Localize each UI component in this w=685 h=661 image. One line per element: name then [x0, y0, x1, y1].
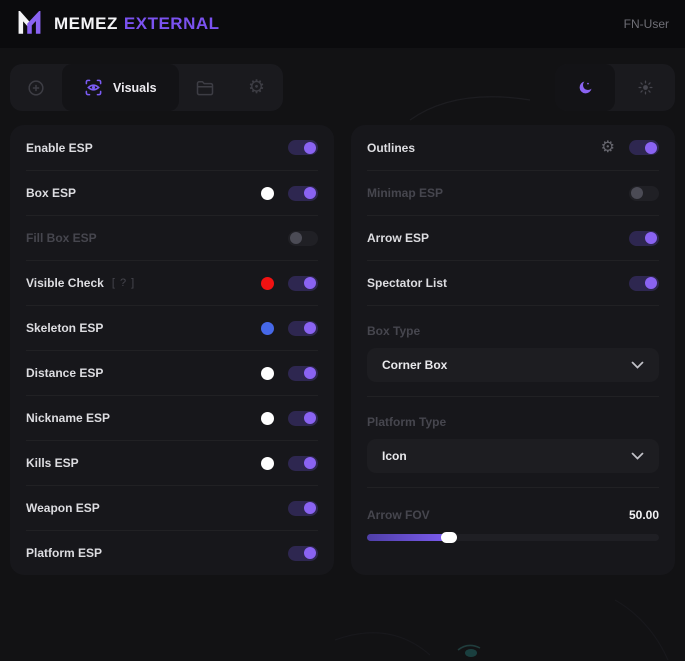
setting-row-fill-box-esp: Fill Box ESP	[26, 215, 318, 260]
tab-settings[interactable]: ⚙	[231, 64, 283, 111]
color-swatch[interactable]	[261, 411, 274, 425]
distance-esp-toggle[interactable]	[288, 365, 318, 381]
brand-title: MEMEZ EXTERNAL	[54, 14, 220, 34]
enable-esp-toggle[interactable]	[288, 140, 318, 155]
platform-type-value: Icon	[382, 449, 407, 463]
tab-configs[interactable]	[179, 64, 231, 111]
setting-row-platform-esp: Platform ESP	[26, 530, 318, 575]
setting-label: Fill Box ESP	[26, 231, 97, 245]
theme-toggle-group	[555, 64, 675, 111]
top-bar: MEMEZ EXTERNAL FN-User	[0, 0, 685, 48]
setting-row-outlines: Outlines ⚙	[367, 125, 659, 170]
outlines-toggle[interactable]	[629, 140, 659, 155]
setting-row-nickname-esp: Nickname ESP	[26, 395, 318, 440]
help-hint: [ ? ]	[111, 277, 136, 289]
setting-label: Skeleton ESP	[26, 321, 104, 335]
arrow-fov-value: 50.00	[628, 508, 659, 522]
setting-label: Kills ESP	[26, 456, 79, 470]
brand-primary: MEMEZ	[54, 14, 118, 33]
setting-row-skeleton-esp: Skeleton ESP	[26, 305, 318, 350]
setting-label: Arrow ESP	[367, 231, 430, 245]
color-swatch[interactable]	[261, 186, 274, 200]
slider-track	[367, 534, 659, 541]
setting-label: Minimap ESP	[367, 186, 444, 200]
username-label: FN-User	[623, 17, 669, 31]
setting-label: Enable ESP	[26, 140, 93, 155]
minimap-esp-toggle[interactable]	[629, 185, 659, 201]
setting-row-weapon-esp: Weapon ESP	[26, 485, 318, 530]
color-swatch[interactable]	[261, 321, 274, 335]
brand-accent: EXTERNAL	[123, 14, 220, 33]
outlines-settings-gear-icon[interactable]: ⚙	[600, 138, 615, 156]
color-swatch[interactable]	[261, 276, 274, 290]
setting-row-arrow-esp: Arrow ESP	[367, 215, 659, 260]
crosshair-icon	[28, 79, 44, 96]
box-type-select[interactable]: Corner Box	[367, 348, 659, 382]
fill-box-esp-toggle[interactable]	[288, 230, 318, 246]
tab-visuals[interactable]: Visuals	[62, 64, 179, 111]
setting-row-visible-check: Visible Check [ ? ]	[26, 260, 318, 305]
setting-label: Nickname ESP	[26, 411, 111, 425]
platform-type-group: Platform Type Icon	[367, 396, 659, 487]
slider-fill	[367, 534, 449, 541]
tab-group: Visuals ⚙	[10, 64, 283, 111]
color-swatch[interactable]	[261, 456, 274, 470]
tab-visuals-label: Visuals	[113, 80, 157, 95]
arrow-fov-group: Arrow FOV 50.00	[367, 487, 659, 557]
setting-row-minimap-esp: Minimap ESP	[367, 170, 659, 215]
sun-icon	[637, 80, 653, 95]
folder-icon	[196, 80, 213, 95]
eye-scan-icon	[85, 79, 102, 96]
platform-type-select[interactable]: Icon	[367, 439, 659, 473]
moon-icon	[579, 81, 592, 94]
chevron-down-icon	[631, 452, 644, 460]
nickname-esp-toggle[interactable]	[288, 410, 318, 426]
arrow-fov-slider[interactable]	[367, 532, 659, 543]
setting-label: Box ESP	[26, 186, 77, 200]
right-settings-panel: Outlines ⚙ Minimap ESP Arrow ESP Spectat…	[351, 125, 675, 575]
brand-logo-icon	[18, 11, 41, 34]
setting-label: Spectator List	[367, 276, 448, 290]
tab-aim[interactable]	[10, 64, 62, 111]
chevron-down-icon	[631, 361, 644, 369]
light-mode-button[interactable]	[615, 64, 675, 111]
platform-esp-toggle[interactable]	[288, 545, 318, 561]
setting-label: Outlines	[367, 140, 416, 155]
setting-row-kills-esp: Kills ESP	[26, 440, 318, 485]
box-type-value: Corner Box	[382, 358, 448, 372]
setting-label: Distance ESP	[26, 366, 104, 380]
spectator-list-toggle[interactable]	[629, 275, 659, 291]
gear-icon: ⚙	[248, 77, 266, 98]
arrow-esp-toggle[interactable]	[629, 230, 659, 246]
setting-row-spectator-list: Spectator List	[367, 260, 659, 305]
box-type-label: Box Type	[367, 324, 421, 338]
weapon-esp-toggle[interactable]	[288, 500, 318, 516]
left-settings-panel: Enable ESP Box ESP Fill Box ESP Visible …	[10, 125, 334, 575]
color-swatch[interactable]	[261, 366, 274, 380]
setting-row-distance-esp: Distance ESP	[26, 350, 318, 395]
box-type-group: Box Type Corner Box	[367, 305, 659, 396]
box-esp-toggle[interactable]	[288, 185, 318, 201]
setting-label: Platform ESP	[26, 546, 103, 560]
visible-check-toggle[interactable]	[288, 275, 318, 291]
setting-row-enable-esp: Enable ESP	[26, 125, 318, 170]
tab-row: Visuals ⚙	[0, 64, 685, 111]
kills-esp-toggle[interactable]	[288, 455, 318, 471]
dark-mode-button[interactable]	[555, 64, 615, 111]
slider-knob[interactable]	[440, 532, 457, 543]
platform-type-label: Platform Type	[367, 415, 447, 429]
skeleton-esp-toggle[interactable]	[288, 320, 318, 336]
setting-label: Weapon ESP	[26, 501, 100, 515]
setting-label: Visible Check	[26, 276, 104, 290]
arrow-fov-label: Arrow FOV	[367, 508, 430, 522]
setting-row-box-esp: Box ESP	[26, 170, 318, 215]
